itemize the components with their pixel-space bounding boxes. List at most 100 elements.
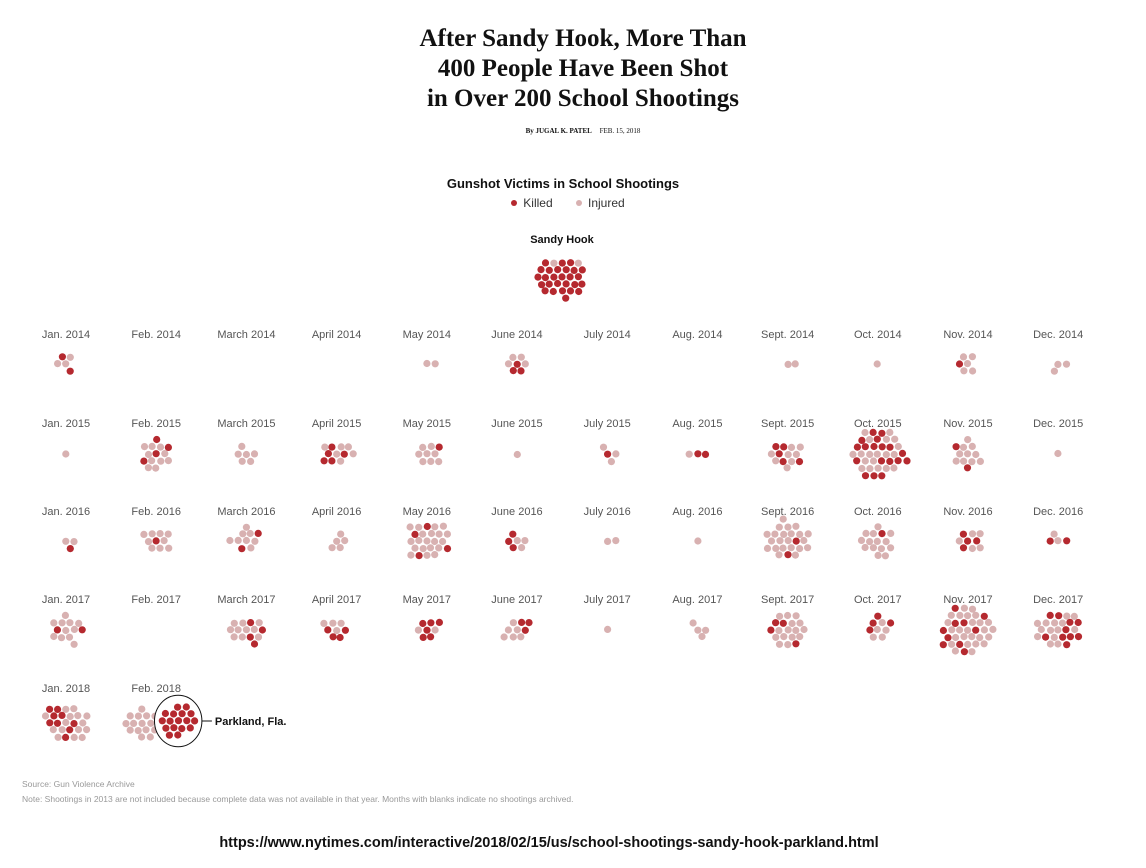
killed-dot bbox=[427, 619, 435, 627]
injured-dot bbox=[779, 515, 787, 523]
injured-dot bbox=[877, 545, 886, 553]
killed-dot bbox=[877, 457, 886, 465]
data-note: Note: Shootings in 2013 are not included… bbox=[22, 794, 574, 804]
injured-dot bbox=[242, 523, 250, 531]
injured-dot bbox=[779, 544, 787, 552]
injured-dot bbox=[976, 634, 984, 642]
killed-dot bbox=[1046, 611, 1054, 620]
injured-dot bbox=[874, 464, 882, 472]
month-label: June 2015 bbox=[491, 418, 542, 430]
injured-dot bbox=[144, 538, 153, 546]
injured-dot bbox=[1054, 626, 1062, 634]
killed-dot bbox=[869, 428, 877, 436]
killed-dot bbox=[537, 266, 545, 274]
killed-dot bbox=[767, 626, 775, 634]
injured-dot bbox=[972, 450, 980, 459]
injured-dot bbox=[431, 450, 439, 458]
killed-dot bbox=[1066, 618, 1074, 626]
injured-dot bbox=[784, 626, 792, 634]
injured-dot bbox=[58, 619, 66, 627]
killed-dot bbox=[861, 472, 870, 480]
injured-dot bbox=[960, 633, 968, 641]
killed-dot bbox=[874, 612, 882, 620]
injured-dot bbox=[61, 611, 69, 620]
injured-dot bbox=[960, 604, 969, 612]
injured-dot bbox=[337, 619, 345, 627]
injured-dot bbox=[890, 450, 898, 459]
injured-dot bbox=[504, 626, 512, 634]
killed-dot bbox=[779, 458, 787, 466]
injured-dot bbox=[964, 640, 972, 649]
killed-dot bbox=[174, 717, 183, 725]
injured-dot bbox=[148, 457, 156, 465]
killed-dot bbox=[562, 280, 570, 288]
killed-dot bbox=[50, 712, 58, 720]
injured-dot bbox=[419, 458, 427, 466]
killed-dot bbox=[419, 619, 427, 628]
killed-dot bbox=[166, 717, 174, 725]
legend-label-injured: Injured bbox=[588, 196, 625, 210]
month-label: Feb. 2016 bbox=[131, 506, 181, 518]
injured-dot bbox=[518, 544, 526, 552]
killed-dot bbox=[341, 626, 349, 634]
month-label: March 2015 bbox=[217, 418, 275, 430]
injured-dot bbox=[427, 442, 435, 450]
injured-dot bbox=[857, 450, 865, 458]
injured-dot bbox=[599, 443, 608, 451]
killed-dot bbox=[509, 530, 517, 538]
killed-dot bbox=[878, 472, 886, 480]
month-29-cluster bbox=[505, 530, 529, 552]
killed-dot bbox=[518, 618, 526, 627]
killed-dot bbox=[328, 457, 336, 465]
injured-dot bbox=[1054, 537, 1062, 545]
killed-dot bbox=[853, 443, 862, 451]
killed-dot bbox=[558, 259, 566, 267]
injured-dot bbox=[161, 450, 169, 458]
injured-dot bbox=[968, 633, 976, 641]
injured-dot bbox=[956, 450, 964, 458]
injured-dot bbox=[65, 633, 74, 641]
killed-dot bbox=[886, 457, 894, 465]
month-label: Nov. 2017 bbox=[943, 594, 992, 606]
killed-dot bbox=[161, 709, 169, 718]
injured-dot bbox=[239, 530, 247, 538]
month-30-cluster bbox=[604, 537, 620, 546]
killed-dot bbox=[66, 545, 74, 553]
killed-dot bbox=[964, 537, 972, 545]
killed-dot bbox=[250, 640, 259, 648]
headline-line-3: in Over 200 School Shootings bbox=[426, 85, 740, 112]
injured-dot bbox=[443, 530, 451, 538]
killed-dot bbox=[66, 367, 74, 375]
injured-dot bbox=[612, 450, 620, 458]
injured-dot bbox=[1050, 367, 1058, 375]
injured-dot bbox=[144, 450, 153, 459]
injured-dot bbox=[968, 648, 976, 656]
killed-dot bbox=[903, 457, 911, 465]
injured-dot bbox=[1071, 625, 1079, 634]
killed-dot bbox=[960, 619, 968, 627]
injured-dot bbox=[247, 457, 255, 465]
injured-dot bbox=[1046, 640, 1054, 648]
month-label: Jan. 2017 bbox=[42, 594, 90, 606]
killed-dot bbox=[694, 450, 702, 458]
month-label: Feb. 2015 bbox=[131, 418, 181, 430]
injured-dot bbox=[772, 633, 780, 641]
killed-dot bbox=[53, 719, 62, 727]
injured-dot bbox=[157, 457, 165, 465]
injured-dot bbox=[784, 611, 792, 620]
byline-author: By JUGAL K. PATEL bbox=[525, 127, 592, 135]
injured-dot bbox=[780, 633, 788, 641]
killed-dot bbox=[329, 633, 337, 641]
injured-dot bbox=[333, 450, 341, 458]
month-0-cluster bbox=[54, 353, 74, 375]
killed-dot bbox=[246, 633, 254, 641]
month-26-cluster bbox=[226, 523, 262, 553]
month-label: Feb. 2017 bbox=[131, 594, 181, 606]
byline: By JUGAL K. PATEL FEB. 15, 2018 bbox=[0, 127, 1146, 135]
injured-dot bbox=[767, 537, 776, 545]
injured-dot bbox=[62, 626, 70, 635]
killed-dot bbox=[541, 259, 550, 267]
injured-dot bbox=[698, 632, 706, 641]
injured-dot bbox=[866, 436, 874, 444]
injured-dot bbox=[164, 530, 172, 538]
